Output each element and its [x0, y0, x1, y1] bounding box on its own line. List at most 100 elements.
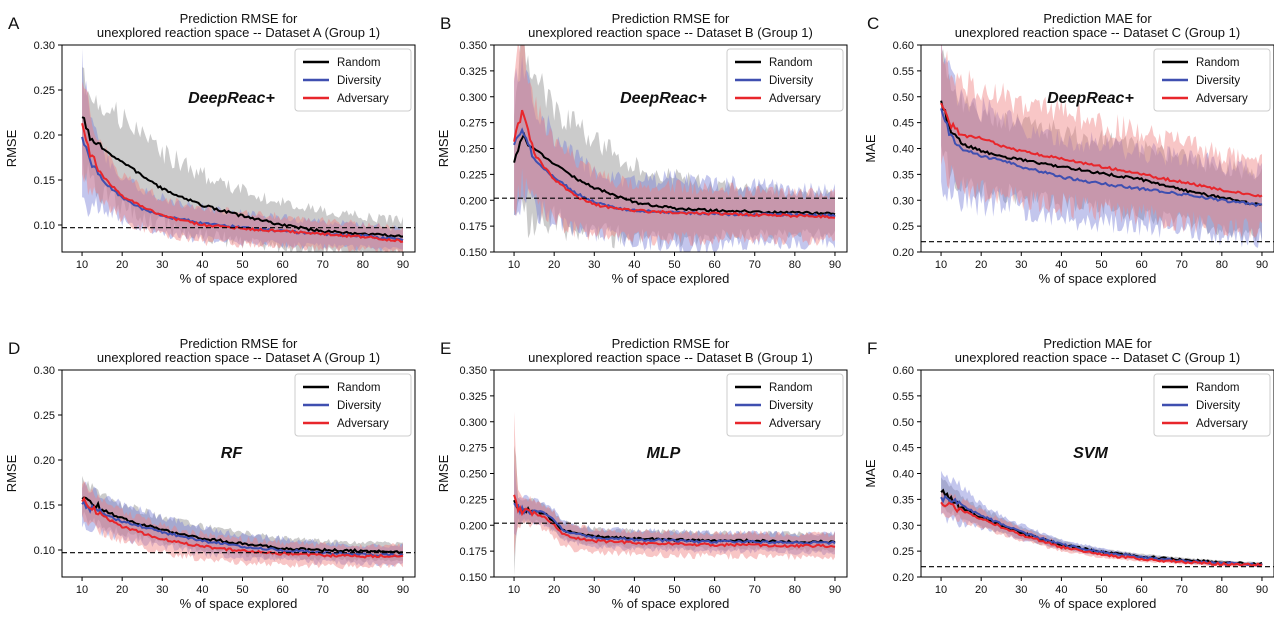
legend-box: [726, 373, 844, 437]
y-tick-label: 0.20: [34, 130, 55, 142]
series-line-adversary: [940, 501, 1263, 567]
x-tick-label: 40: [628, 584, 640, 596]
x-tick-label: 60: [709, 259, 721, 271]
model-annotation: MLP: [647, 445, 681, 462]
x-tick-label: 40: [1055, 259, 1067, 271]
x-tick-label: 70: [317, 584, 329, 596]
legend-label: Random: [337, 382, 380, 394]
y-tick-label: 0.40: [893, 144, 914, 156]
x-tick-label: 50: [1095, 259, 1107, 271]
series-line-random: [940, 100, 1263, 206]
y-tick-label: 0.30: [34, 40, 55, 52]
x-tick-label: 50: [1095, 584, 1107, 596]
x-tick-label: 60: [709, 584, 721, 596]
plot-area: [940, 45, 1263, 248]
confidence-band-diversity: [941, 45, 1262, 248]
y-tick-label: 0.30: [893, 195, 914, 207]
chart-title-line: unexplored reaction space -- Dataset A (…: [97, 350, 380, 365]
legend-label: Adversary: [337, 93, 389, 105]
x-tick-label: 50: [236, 584, 248, 596]
y-tick-label: 0.25: [893, 221, 914, 233]
legend: Random Diversity Adversary: [726, 48, 844, 112]
x-tick-label: 50: [668, 584, 680, 596]
series-line-adversary: [81, 496, 404, 559]
y-tick-label: 0.325: [459, 66, 487, 78]
x-tick-label: 30: [1015, 584, 1027, 596]
y-axis-label: RMSE: [436, 129, 451, 167]
series-line-diversity: [513, 502, 836, 546]
x-axis-label: % of space explored: [612, 271, 730, 286]
confidence-band-random: [941, 477, 1262, 566]
y-tick-label: 0.40: [893, 469, 914, 481]
panel-letter: E: [440, 339, 451, 358]
legend-label: Adversary: [769, 418, 821, 430]
x-tick-label: 20: [975, 259, 987, 271]
y-tick-label: 0.200: [459, 195, 487, 207]
x-axis-label: % of space explored: [612, 596, 730, 611]
confidence-band-adversary: [82, 481, 403, 570]
chart-title-line: Prediction RMSE for: [612, 336, 730, 351]
y-tick-label: 0.175: [459, 221, 487, 233]
y-tick-label: 0.20: [893, 247, 914, 259]
legend-label: Diversity: [769, 400, 813, 412]
chart-title-line: Prediction RMSE for: [180, 336, 298, 351]
y-axis-label: MAE: [863, 459, 878, 488]
legend-label: Diversity: [769, 75, 813, 87]
y-axis-label: RMSE: [4, 129, 19, 167]
x-tick-label: 70: [749, 584, 761, 596]
y-tick-label: 0.250: [459, 144, 487, 156]
x-tick-label: 10: [935, 259, 947, 271]
y-tick-label: 0.350: [459, 40, 487, 52]
x-axis-label: % of space explored: [1039, 271, 1157, 286]
y-tick-label: 0.10: [34, 220, 55, 232]
x-axis-label: % of space explored: [180, 596, 298, 611]
y-tick-label: 0.250: [459, 469, 487, 481]
series-line-random: [81, 496, 404, 555]
plot-area: [513, 411, 836, 577]
chart-title-line: Prediction MAE for: [1043, 11, 1152, 26]
plot-area: [81, 475, 404, 570]
y-tick-label: 0.55: [893, 391, 914, 403]
legend-label: Diversity: [337, 400, 381, 412]
y-tick-label: 0.35: [893, 494, 914, 506]
chart-title-line: unexplored reaction space -- Dataset B (…: [528, 350, 813, 365]
legend-label: Random: [769, 57, 812, 69]
y-tick-label: 0.300: [459, 92, 487, 104]
plot-frame: [61, 369, 416, 578]
chart-title-line: Prediction RMSE for: [612, 11, 730, 26]
legend-label: Diversity: [337, 75, 381, 87]
confidence-band-diversity: [82, 48, 403, 252]
x-tick-label: 90: [829, 584, 841, 596]
plot-area: [81, 48, 404, 252]
confidence-band-random: [514, 445, 835, 577]
chart-title-line: unexplored reaction space -- Dataset B (…: [528, 25, 813, 40]
legend-label: Adversary: [337, 418, 389, 430]
x-tick-label: 10: [76, 259, 88, 271]
x-tick-label: 30: [588, 259, 600, 271]
x-tick-label: 10: [508, 259, 520, 271]
x-tick-label: 10: [508, 584, 520, 596]
legend-label: Diversity: [1196, 75, 1240, 87]
y-tick-label: 0.60: [893, 365, 914, 377]
legend-label: Random: [337, 57, 380, 69]
x-tick-label: 90: [397, 259, 409, 271]
y-tick-label: 0.50: [893, 92, 914, 104]
model-annotation: DeepReac+: [1047, 90, 1134, 107]
legend-label: Random: [1196, 57, 1239, 69]
x-tick-label: 40: [1055, 584, 1067, 596]
x-tick-label: 60: [1136, 584, 1148, 596]
x-tick-label: 20: [975, 584, 987, 596]
y-tick-label: 0.10: [34, 545, 55, 557]
y-tick-label: 0.225: [459, 169, 487, 181]
y-tick-label: 0.150: [459, 247, 487, 259]
y-tick-label: 0.350: [459, 365, 487, 377]
model-annotation: DeepReac+: [188, 90, 275, 107]
panel-letter: A: [8, 14, 20, 33]
y-tick-label: 0.45: [893, 443, 914, 455]
plot-area: [513, 45, 836, 252]
series-line-adversary: [513, 494, 836, 549]
x-tick-label: 70: [749, 259, 761, 271]
x-tick-label: 40: [196, 584, 208, 596]
